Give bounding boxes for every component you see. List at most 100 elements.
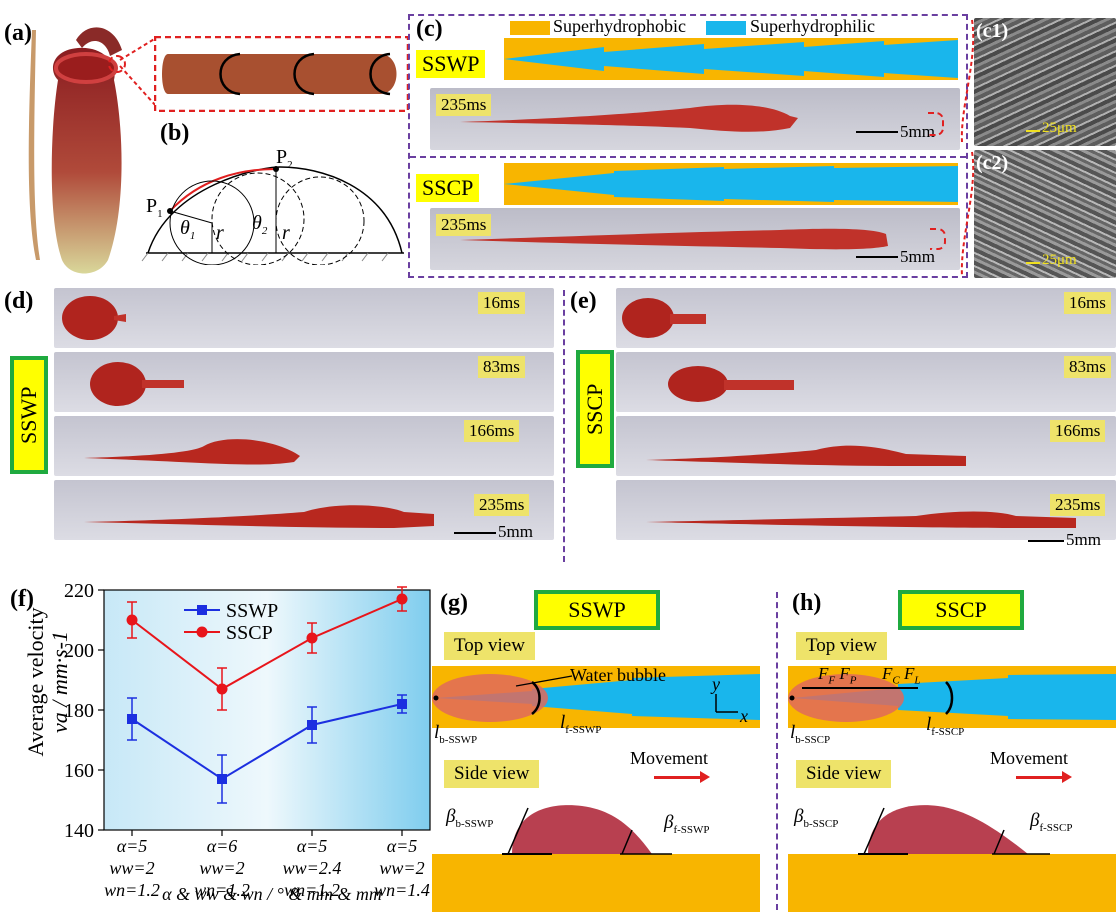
x-category-label: wn=1.2 xyxy=(104,880,160,900)
d-scalebar xyxy=(454,532,496,534)
d-scale-label: 5mm xyxy=(498,522,533,541)
rib-zoom-box xyxy=(154,36,409,112)
series-line-sscp xyxy=(131,598,403,691)
h-lf-label: lf-SSCP xyxy=(926,714,965,738)
c2-scalebar xyxy=(1026,262,1040,264)
x-category-label: α=5 xyxy=(297,836,328,856)
h-movement-label: Movement xyxy=(990,748,1068,768)
contact-geometry-diagram xyxy=(141,166,404,265)
e-frame-166ms xyxy=(616,416,1116,476)
d-time-16ms: 16ms xyxy=(478,292,525,314)
legend-marker xyxy=(196,626,208,638)
gh-divider xyxy=(776,592,778,910)
d-frame-235ms xyxy=(54,480,554,540)
zoom-lines xyxy=(119,37,157,107)
x-category-label: α=6 xyxy=(207,836,238,856)
panel-label-e: (e) xyxy=(570,288,597,314)
e-scalebar xyxy=(1028,540,1064,542)
d-frame-83ms xyxy=(54,352,554,412)
legend-marker xyxy=(197,605,207,615)
c-sscp-time: 235ms xyxy=(436,214,492,236)
y-tick-label: 220 xyxy=(64,580,94,602)
chart-ylabel-units: va / mm·s-1 xyxy=(47,630,72,734)
h-side-view-label: Side view xyxy=(796,760,892,788)
g-movement-label: Movement xyxy=(630,748,708,768)
chart-xlabel: α & ww & wn / ° & mm & mm xyxy=(162,884,382,904)
panel-label-f: (f) xyxy=(10,586,34,612)
chart-ylabel: Average velocity xyxy=(23,582,48,782)
sscp-wedge-pattern xyxy=(504,163,958,205)
panel-label-b: (b) xyxy=(160,120,190,146)
h-beta-f-label: βf-SSCP xyxy=(1030,810,1073,834)
chart-ylabel-line1: Average velocity xyxy=(23,607,48,757)
d-frame-16ms xyxy=(54,288,554,348)
h-top-view-diagram xyxy=(788,666,1116,728)
panel-label-c1: (c1) xyxy=(976,20,1009,42)
x-category-label: wn=1.2 xyxy=(194,880,250,900)
h-lb-label: lb-SSCP xyxy=(790,722,831,746)
sem-image-c2 xyxy=(974,150,1116,278)
g-lf-label: lf-SSWP xyxy=(560,712,602,736)
x-category-label: ww=2 xyxy=(199,858,244,878)
g-sswp-label: SSWP xyxy=(534,590,660,630)
legend-hydrophilic-label: Superhydrophilic xyxy=(750,16,875,36)
c-sscp-scale-label: 5mm xyxy=(900,247,935,266)
data-point-sswp xyxy=(217,774,227,784)
g-side-view-label: Side view xyxy=(444,760,540,788)
label-theta2: θ2 xyxy=(252,212,268,237)
e-frame-235ms xyxy=(616,480,1116,540)
c-sswp-scale-label: 5mm xyxy=(900,122,935,141)
c1-scale-label: 25μm xyxy=(1042,120,1077,136)
d-frame-166ms xyxy=(54,416,554,476)
d-time-83ms: 83ms xyxy=(478,356,525,378)
c-sswp-time: 235ms xyxy=(436,94,492,116)
x-category-label: ww=2.4 xyxy=(283,858,342,878)
panel-c-frame xyxy=(408,14,968,278)
data-point-sscp xyxy=(126,614,138,626)
x-category-label: wn=1.2 xyxy=(284,880,340,900)
legend-hydrophobic-label: Superhydrophobic xyxy=(553,16,686,36)
c-sscp-photo xyxy=(430,208,960,270)
h-movement-arrow xyxy=(1016,776,1064,779)
panel-label-h: (h) xyxy=(792,590,822,616)
label-theta1: θ1 xyxy=(180,217,196,242)
h-sscp-label: SSCP xyxy=(898,590,1024,630)
e-frame-16ms xyxy=(616,288,1116,348)
c2-scale-label: 25μm xyxy=(1042,252,1077,268)
x-category-label: wn=1.4 xyxy=(374,880,430,900)
g-top-view-diagram xyxy=(432,666,760,728)
e-time-235ms: 235ms xyxy=(1050,494,1106,516)
e-time-166ms: 166ms xyxy=(1050,420,1106,442)
x-category-label: ww=2 xyxy=(109,858,154,878)
label-r2: r xyxy=(282,222,290,244)
data-point-sswp xyxy=(307,720,317,730)
c1-scalebar xyxy=(1026,130,1040,132)
c-sswp-label: SSWP xyxy=(416,50,486,78)
data-point-sswp xyxy=(397,699,407,709)
panel-label-c2: (c2) xyxy=(976,152,1009,174)
label-p2: P2 xyxy=(276,146,293,171)
sem-link-line xyxy=(960,19,975,277)
c-sscp-scalebar xyxy=(856,256,898,258)
data-point-sscp xyxy=(216,683,228,695)
g-movement-arrow xyxy=(654,776,702,779)
h-movement-arrowhead xyxy=(1062,771,1072,783)
g-axis-x: x xyxy=(740,706,748,726)
panel-label-d: (d) xyxy=(4,288,34,314)
g-axis-y: y xyxy=(712,674,720,694)
panel-label-a: (a) xyxy=(4,20,32,46)
g-lb-label: lb-SSWP xyxy=(434,722,478,746)
y-tick-label: 200 xyxy=(64,640,94,662)
g-beta-f-label: βf-SSWP xyxy=(664,812,710,836)
y-tick-label: 140 xyxy=(64,820,94,842)
pitcher-plant-photo xyxy=(28,27,122,274)
zoom-marker-circle xyxy=(108,55,126,73)
c-sswp-photo xyxy=(430,88,960,150)
c-sscp-label: SSCP xyxy=(416,174,480,202)
h-beta-b-label: βb-SSCP xyxy=(794,806,839,830)
c-sswp-scalebar xyxy=(856,131,898,133)
e-time-83ms: 83ms xyxy=(1064,356,1111,378)
sswp-wedge-pattern xyxy=(504,38,958,80)
e-scale-label: 5mm xyxy=(1066,530,1101,549)
